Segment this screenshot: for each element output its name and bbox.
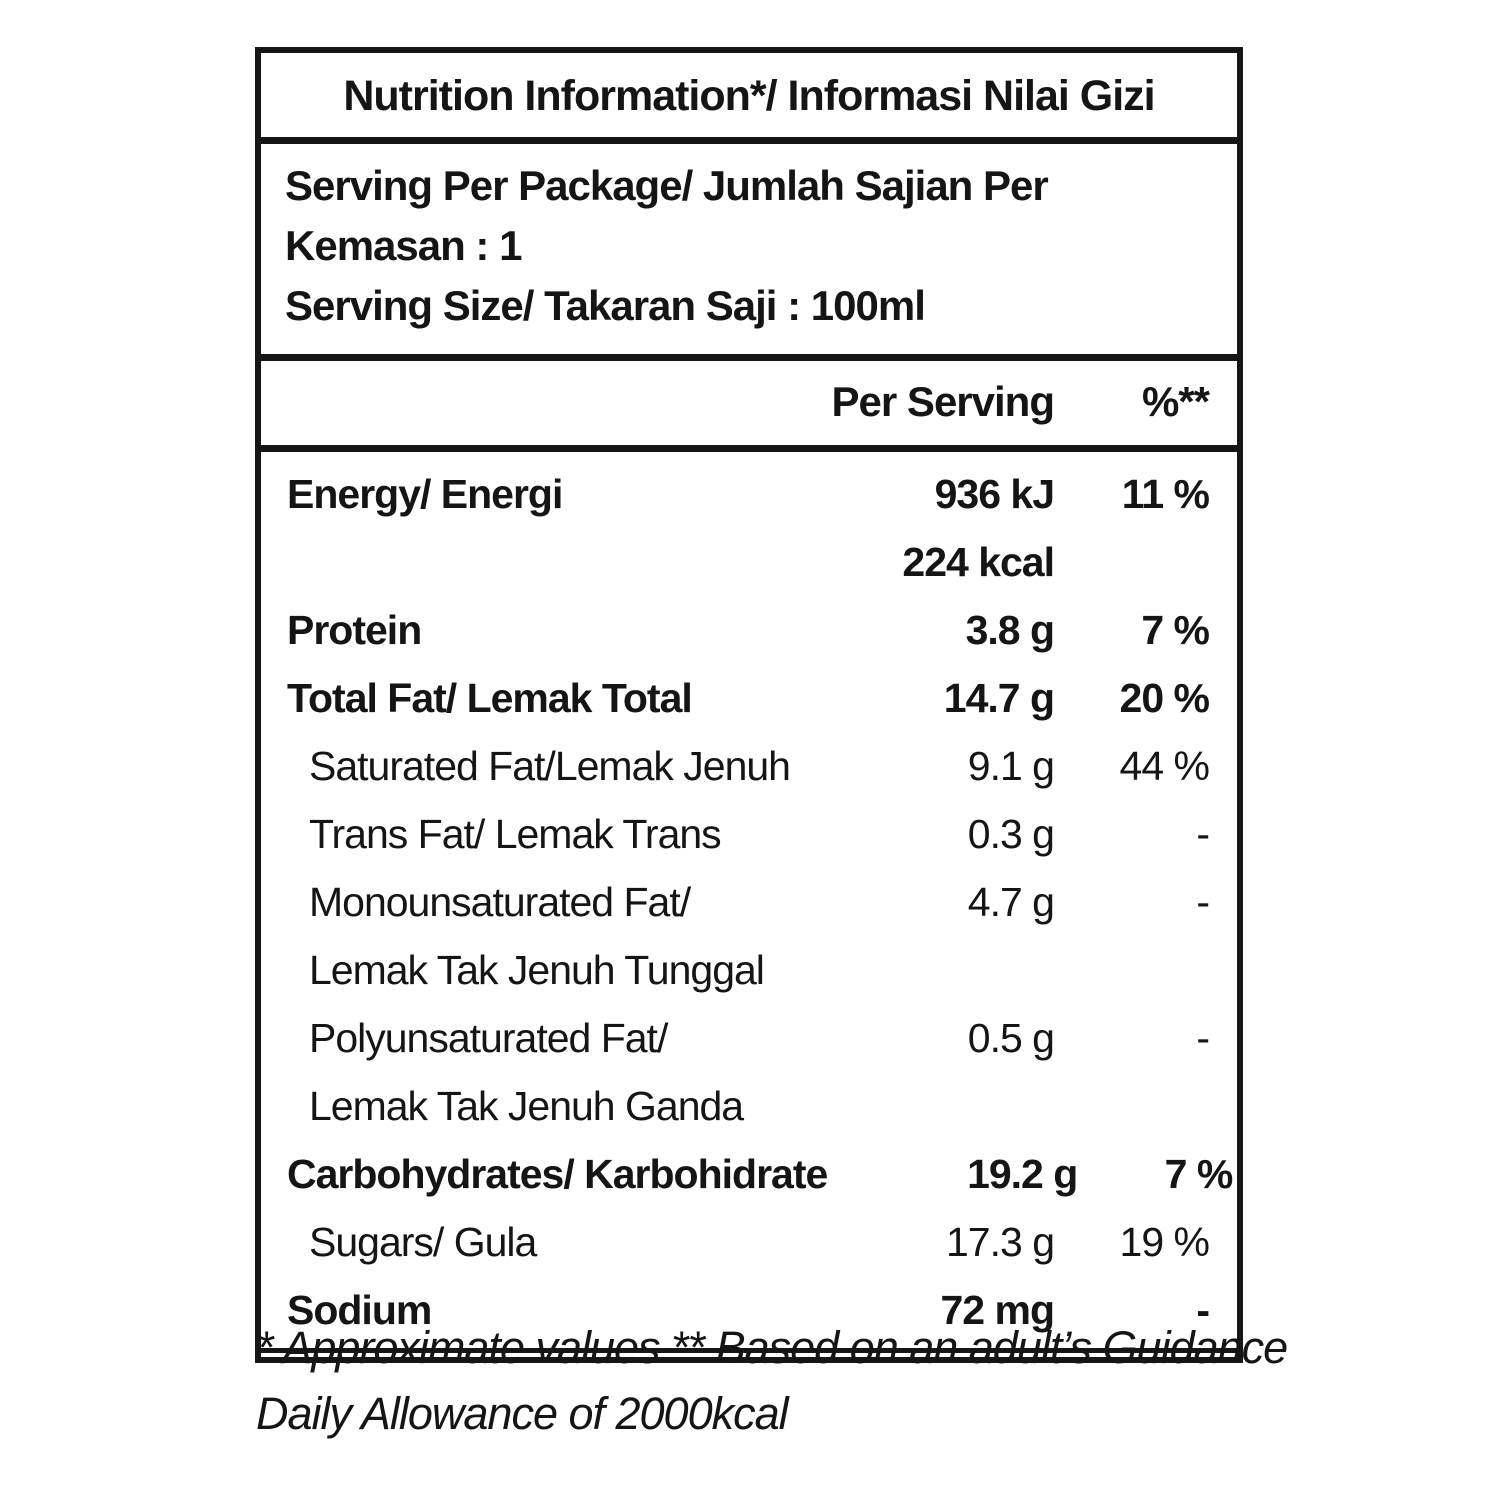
row-label: Trans Fat/ Lemak Trans [309, 811, 722, 857]
row-polyunsaturated-fat-cont: Lemak Tak Jenuh Ganda [261, 1072, 1237, 1140]
row-trans-fat: Trans Fat/ Lemak Trans 0.3 g - [261, 800, 1237, 868]
row-label: Sodium [287, 1287, 432, 1333]
row-value: 224 kcal [902, 539, 1055, 585]
row-value: 936 kJ [934, 471, 1055, 517]
row-value: 14.7 g [943, 675, 1055, 721]
row-sodium: Sodium 72 mg - [261, 1276, 1237, 1344]
column-header-row: Per Serving %** [261, 361, 1237, 452]
table-title: Nutrition Information*/ Informasi Nilai … [261, 53, 1237, 144]
row-value: 17.3 g [946, 1219, 1055, 1265]
row-label: Carbohydrates/ Karbohidrate [287, 1151, 828, 1197]
row-value: 4.7 g [967, 879, 1055, 925]
footnote: * Approximate values ** Based on an adul… [256, 1315, 1346, 1447]
row-label: Polyunsaturated Fat/ [309, 1015, 668, 1061]
footnote-line-2: Daily Allowance of 2000kcal [256, 1388, 789, 1439]
row-total-fat: Total Fat/ Lemak Total 14.7 g 20 % [261, 664, 1237, 732]
row-percent: 11 % [1121, 471, 1210, 517]
row-label: Sugars/ Gula [309, 1219, 537, 1265]
serving-size: Serving Size/ Takaran Saji : 100ml [285, 282, 926, 329]
row-saturated-fat: Saturated Fat/Lemak Jenuh 9.1 g 44 % [261, 732, 1237, 800]
row-percent: 19 % [1119, 1219, 1210, 1265]
row-value: 0.5 g [967, 1015, 1055, 1061]
row-polyunsaturated-fat: Polyunsaturated Fat/ 0.5 g - [261, 1004, 1237, 1072]
row-percent: - [1196, 1287, 1210, 1333]
row-energy-kcal: 224 kcal [261, 528, 1237, 596]
column-header-per-serving: Per Serving [831, 378, 1055, 425]
row-label: Monounsaturated Fat/ [309, 879, 691, 925]
nutrition-table: Nutrition Information*/ Informasi Nilai … [255, 47, 1243, 1363]
row-monounsaturated-fat: Monounsaturated Fat/ 4.7 g - [261, 868, 1237, 936]
row-energy: Energy/ Energi 936 kJ 11 % [261, 460, 1237, 528]
row-percent: 7 % [1141, 607, 1210, 653]
row-percent: 7 % [1164, 1151, 1234, 1197]
row-percent: 44 % [1119, 743, 1210, 789]
row-percent: - [1196, 1015, 1210, 1061]
row-value: 3.8 g [965, 607, 1055, 653]
row-value: 9.1 g [967, 743, 1055, 789]
row-label: Saturated Fat/Lemak Jenuh [309, 743, 791, 789]
row-monounsaturated-fat-cont: Lemak Tak Jenuh Tunggal [261, 936, 1237, 1004]
column-header-percent: %** [1141, 378, 1210, 425]
row-label: Lemak Tak Jenuh Ganda [309, 1083, 744, 1129]
row-percent: - [1196, 811, 1210, 857]
row-label: Protein [287, 607, 422, 653]
row-sugars: Sugars/ Gula 17.3 g 19 % [261, 1208, 1237, 1276]
row-carbohydrates: Carbohydrates/ Karbohidrate 19.2 g 7 % [261, 1140, 1237, 1208]
row-percent: 20 % [1119, 675, 1210, 721]
serving-info: Serving Per Package/ Jumlah Sajian Per K… [261, 144, 1237, 361]
footnote-line-1: * Approximate values ** Based on an adul… [256, 1322, 1288, 1373]
row-value: 72 mg [940, 1287, 1056, 1333]
nutrient-rows: Energy/ Energi 936 kJ 11 % 224 kcal Prot… [261, 452, 1237, 1353]
row-value: 19.2 g [967, 1151, 1078, 1197]
row-protein: Protein 3.8 g 7 % [261, 596, 1237, 664]
row-percent: - [1196, 879, 1210, 925]
row-label: Lemak Tak Jenuh Tunggal [309, 947, 765, 993]
row-label: Total Fat/ Lemak Total [287, 675, 693, 721]
row-label: Energy/ Energi [287, 471, 563, 517]
serving-per-package: Serving Per Package/ Jumlah Sajian Per K… [285, 162, 1049, 269]
row-value: 0.3 g [967, 811, 1055, 857]
